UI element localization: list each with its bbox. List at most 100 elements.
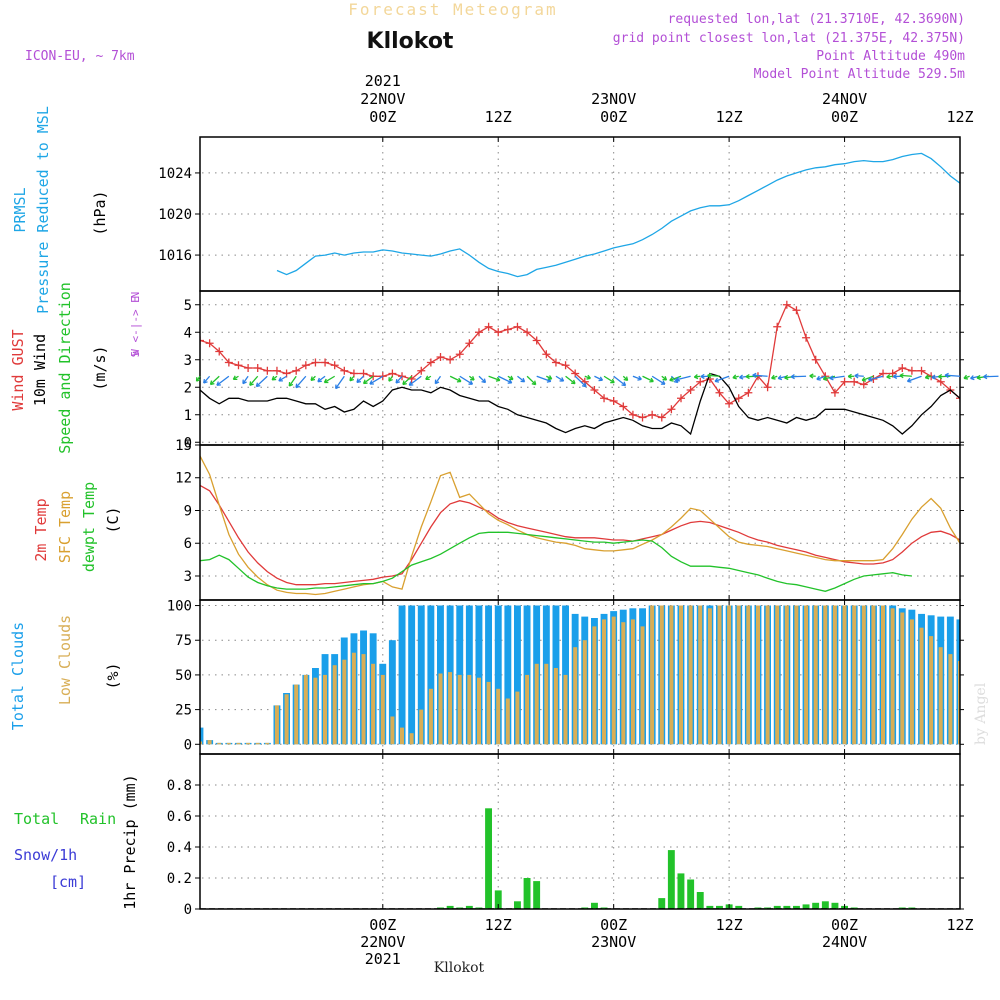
low-clouds-bar: [207, 740, 212, 745]
y-tick-label: 1016: [158, 248, 192, 264]
wind-arrow: [434, 375, 442, 384]
low-clouds-bar: [698, 605, 703, 745]
gust-marker: [792, 306, 801, 315]
gust-marker: [465, 339, 474, 348]
wind-arrow-head: [892, 373, 898, 380]
wind-arrow: [317, 375, 326, 383]
rain-bar: [523, 878, 531, 909]
low-clouds-bar: [938, 647, 943, 745]
wind-arrow-head: [349, 376, 354, 382]
temperature-y-axis: 3 6 9 12 15: [175, 438, 964, 585]
rain-bar: [494, 890, 502, 909]
low-clouds-bar: [756, 605, 760, 745]
wind-arrow-head: [547, 375, 553, 380]
wind-arrow-head: [356, 378, 362, 384]
gust-marker: [542, 350, 551, 359]
cloud-labels: Total Clouds Low Clouds (%): [9, 615, 122, 730]
wind-gust-line: [200, 303, 960, 419]
low-clouds-bar: [361, 654, 366, 745]
low-clouds-bar: [332, 665, 337, 745]
wind-arrow: [791, 375, 807, 378]
hpa-unit: (hPa): [91, 190, 109, 235]
ms-unit: (m/s): [91, 345, 109, 390]
wind-arrow-head: [660, 380, 666, 385]
gust-marker: [282, 369, 291, 378]
wind-arrow: [295, 375, 307, 388]
gust-marker: [388, 369, 397, 378]
time-label-top: 00Z: [369, 108, 396, 126]
wind-arrow-head: [388, 377, 393, 382]
wind-arrow-head: [203, 378, 208, 384]
wind-arrow: [449, 375, 462, 383]
y-tick-label: 25: [175, 703, 192, 719]
gust-marker: [234, 361, 243, 370]
total-clouds-bar: [465, 605, 473, 745]
y-tick-label: 1024: [158, 166, 192, 182]
gust-marker: [667, 405, 676, 414]
low-clouds-bar: [217, 742, 222, 745]
panels: 1016102010240123453691215025507510000.20…: [158, 136, 1000, 918]
low-clouds-bar: [727, 605, 732, 745]
wind-arrow-head: [707, 373, 712, 379]
low-clouds-bar: [226, 742, 231, 745]
gust-marker: [956, 394, 960, 403]
wind-arrow-head: [777, 375, 783, 381]
low-clouds-bar: [496, 688, 501, 745]
gust-marker: [773, 322, 782, 331]
prmsl-label: PRMSL: [11, 187, 29, 232]
total-clouds-bar: [200, 727, 204, 745]
wind-panel: 0 1 2 3 4 5: [184, 290, 964, 451]
gust-marker: [725, 399, 734, 408]
gust-marker: [474, 328, 483, 337]
rain-bar: [802, 904, 810, 909]
temperature-grid: [202, 444, 961, 598]
wind-arrow: [574, 375, 587, 388]
model-label: ICON-EU, ~ 7km: [25, 49, 135, 64]
rain-bar: [793, 905, 800, 909]
10m-wind-line: [200, 372, 960, 436]
clouds-y-axis: 0 25 50 75 100: [167, 599, 964, 753]
gust-marker: [936, 377, 945, 386]
compass-we: W <-|-> E: [129, 296, 142, 356]
low-clouds-bar: [371, 663, 376, 745]
wind-arrow: [670, 375, 679, 383]
wind-arrow-head: [335, 384, 340, 390]
gust-marker: [744, 388, 753, 397]
low-clouds-bar: [948, 654, 953, 745]
rain-bar: [773, 905, 781, 909]
total-clouds-bar: [485, 605, 492, 745]
wind-direction-arrows: [195, 372, 999, 390]
gust-marker: [879, 369, 888, 378]
y-tick-label: 9: [184, 503, 192, 519]
wind-arrow-head: [481, 378, 487, 384]
time-label-top: 12Z: [946, 108, 973, 126]
gust-marker: [272, 366, 281, 375]
gust-marker: [677, 394, 686, 403]
wind-arrow-head: [310, 376, 316, 381]
precip-frame: [199, 753, 961, 910]
rain-bar: [514, 901, 521, 909]
wind-arrow-head: [531, 380, 537, 386]
low-clouds-bar: [842, 605, 847, 745]
rain-bar: [783, 905, 791, 909]
rain-bar: [533, 881, 541, 909]
pressure-y-axis: 1016 1020 1024: [158, 166, 964, 264]
y-tick-label: 15: [175, 438, 192, 454]
wind-arrow: [324, 375, 336, 383]
low-clouds-bar: [640, 626, 645, 745]
rain-bar: [812, 902, 820, 909]
total-clouds-bar: [995, 635, 1000, 745]
wind-arrow: [816, 375, 826, 380]
y-tick-label: 12: [175, 471, 192, 487]
precip-unit: 1hr Precip (mm): [121, 774, 139, 909]
wind-arrow: [899, 374, 912, 377]
wind-arrow: [854, 374, 864, 377]
footer-location: Kllokot: [434, 960, 485, 976]
wind-arrow: [642, 375, 654, 383]
pressure-labels: PRMSL Pressure Reduced to MSL (hPa): [11, 106, 109, 314]
wind-arrow-head: [745, 373, 750, 380]
wind-arrow-head: [886, 374, 891, 380]
y-tick-label: 0.6: [167, 809, 192, 825]
gust-label: Wind GUST: [9, 329, 27, 410]
rain-bar: [821, 901, 829, 909]
